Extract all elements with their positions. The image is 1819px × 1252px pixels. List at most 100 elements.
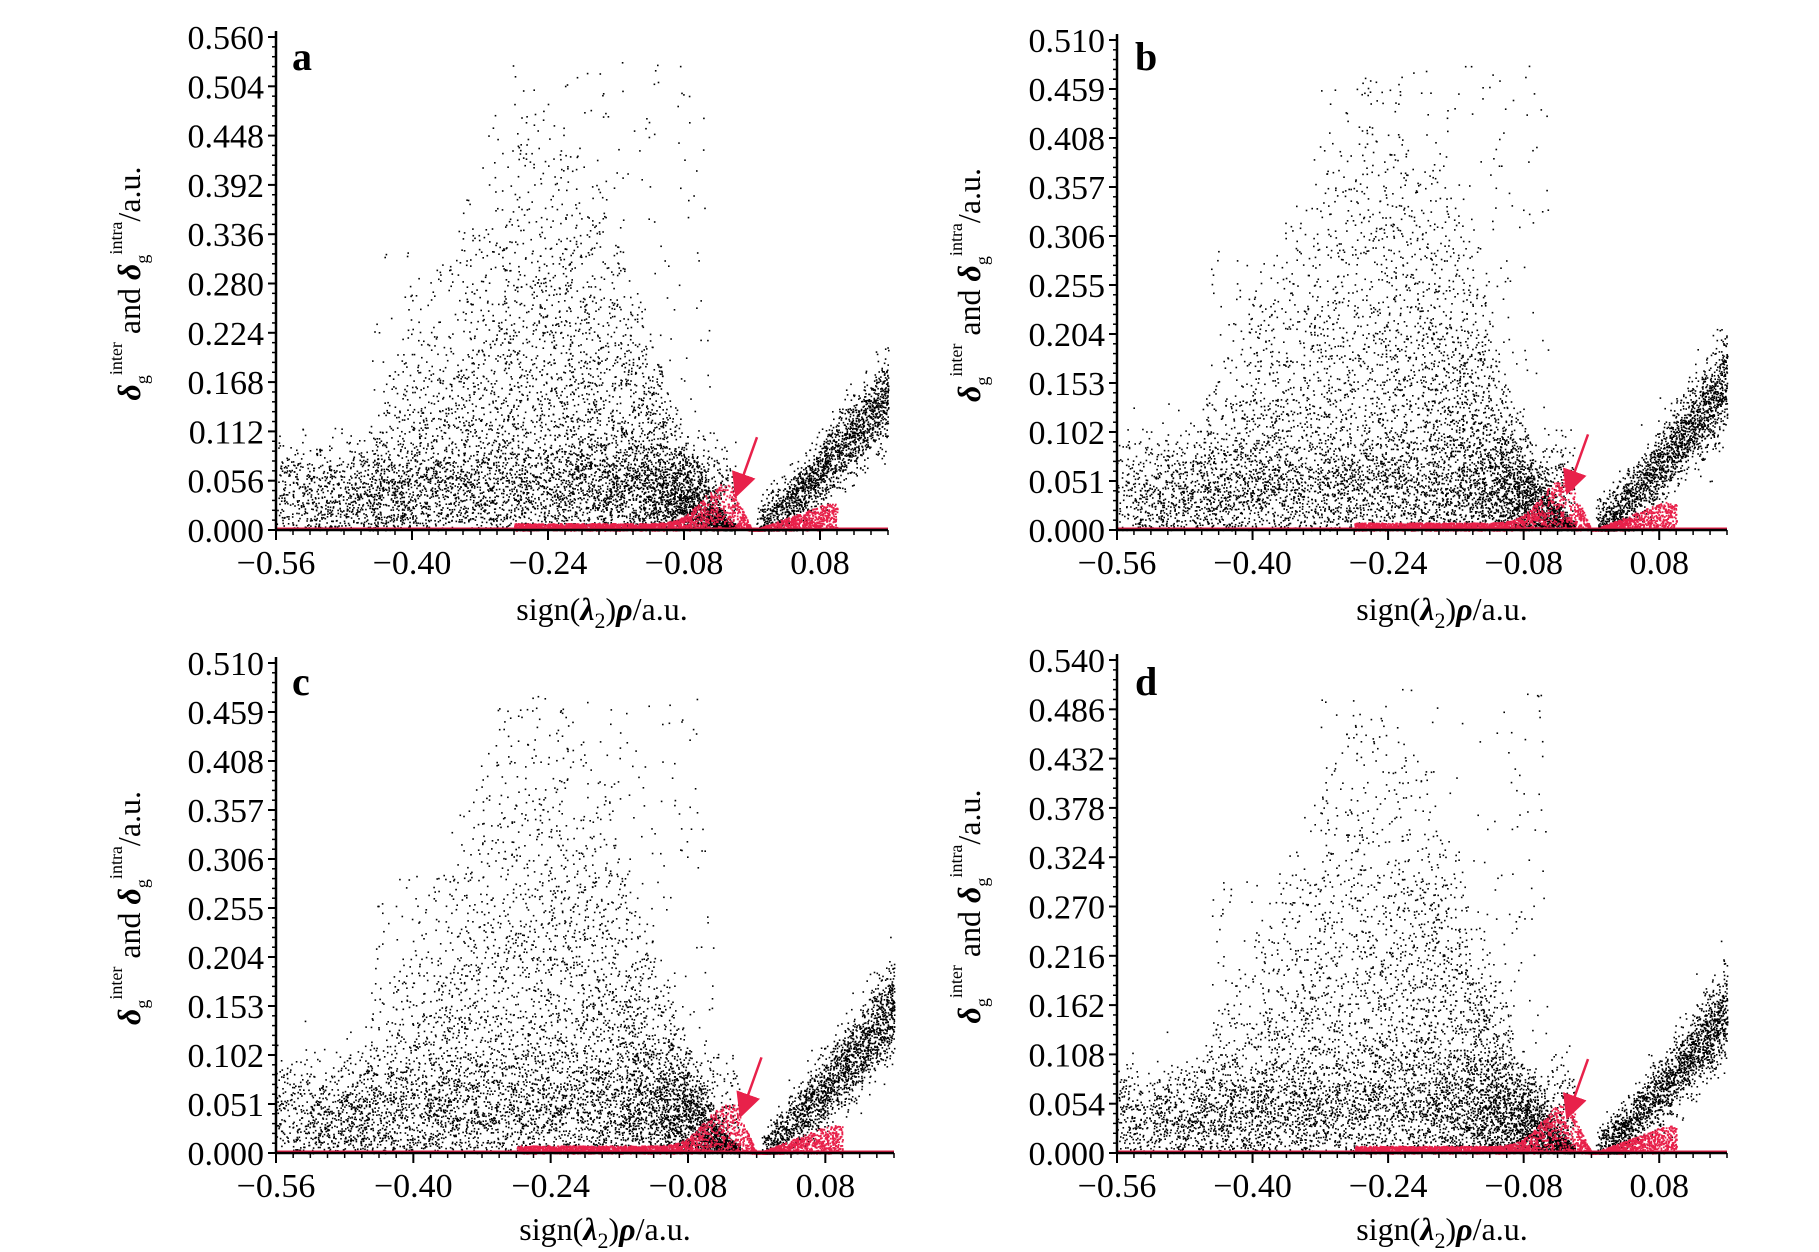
- scatter-point: [597, 160, 599, 162]
- scatter-point: [416, 488, 418, 490]
- scatter-point: [397, 482, 399, 484]
- scatter-point: [446, 515, 448, 517]
- scatter-point: [717, 469, 719, 471]
- scatter-point: [513, 211, 515, 213]
- scatter-point: [664, 434, 666, 436]
- scatter-point: [848, 419, 850, 421]
- scatter-point: [832, 459, 834, 461]
- scatter-point: [571, 519, 573, 521]
- scatter-point: [647, 452, 649, 454]
- scatter-point: [547, 373, 549, 375]
- scatter-point: [526, 494, 528, 496]
- scatter-point: [316, 518, 318, 520]
- scatter-point: [611, 336, 613, 338]
- scatter-point: [383, 504, 385, 506]
- scatter-point: [467, 472, 469, 474]
- scatter-point: [675, 478, 677, 480]
- scatter-point: [765, 511, 767, 513]
- scatter-point: [645, 517, 647, 519]
- scatter-point: [850, 414, 852, 416]
- scatter-point: [364, 476, 366, 478]
- scatter-point: [816, 496, 818, 498]
- scatter-point: [715, 481, 717, 483]
- scatter-point: [330, 493, 332, 495]
- scatter-point: [638, 359, 640, 361]
- scatter-point: [407, 451, 409, 453]
- scatter-point: [476, 469, 478, 471]
- scatter-point: [564, 487, 566, 489]
- scatter-point: [419, 436, 421, 438]
- scatter-point: [564, 486, 566, 488]
- scatter-point: [495, 503, 497, 505]
- scatter-point: [365, 461, 367, 463]
- scatter-point: [723, 484, 725, 486]
- scatter-point: [439, 505, 441, 507]
- scatter-point: [654, 221, 656, 223]
- scatter-point: [286, 458, 288, 460]
- scatter-point: [532, 253, 534, 255]
- scatter-point: [578, 492, 580, 494]
- scatter-point: [648, 391, 650, 393]
- scatter-point: [460, 378, 462, 380]
- scatter-point: [476, 354, 478, 356]
- scatter-point: [506, 247, 508, 249]
- scatter-point: [882, 422, 884, 424]
- scatter-point: [473, 500, 475, 502]
- scatter-point: [465, 293, 467, 295]
- scatter-point: [502, 504, 504, 506]
- scatter-point: [705, 477, 707, 479]
- scatter-point: [572, 477, 574, 479]
- scatter-point: [540, 437, 542, 439]
- scatter-point: [832, 469, 834, 471]
- scatter-point: [502, 521, 504, 523]
- scatter-point: [557, 508, 559, 510]
- scatter-point: [312, 509, 314, 511]
- scatter-point: [358, 507, 360, 509]
- scatter-point: [489, 425, 491, 427]
- scatter-point: [689, 122, 691, 124]
- scatter-point: [523, 326, 525, 328]
- scatter-point: [526, 378, 528, 380]
- scatter-point: [440, 380, 442, 382]
- scatter-point: [521, 375, 523, 377]
- scatter-point: [849, 412, 851, 414]
- scatter-point: [551, 364, 553, 366]
- scatter-point: [835, 450, 837, 452]
- scatter-point: [345, 525, 347, 527]
- scatter-point: [352, 505, 354, 507]
- scatter-point: [531, 359, 533, 361]
- scatter-point: [321, 490, 323, 492]
- scatter-point: [480, 466, 482, 468]
- scatter-point: [508, 349, 510, 351]
- scatter-point: [564, 501, 566, 503]
- scatter-point: [665, 455, 667, 457]
- scatter-point: [644, 393, 646, 395]
- scatter-point: [372, 488, 374, 490]
- scatter-point: [532, 364, 534, 366]
- scatter-point: [562, 253, 564, 255]
- scatter-point: [644, 309, 646, 311]
- scatter-point: [531, 308, 533, 310]
- scatter-point: [838, 461, 840, 463]
- scatter-point: [353, 520, 355, 522]
- scatter-point: [466, 420, 468, 422]
- scatter-point: [562, 493, 564, 495]
- scatter-point: [476, 484, 478, 486]
- scatter-point: [373, 462, 375, 464]
- scatter-point: [327, 516, 329, 518]
- scatter-point: [676, 439, 678, 441]
- scatter-point: [316, 520, 318, 522]
- scatter-point: [625, 454, 627, 456]
- scatter-point: [847, 411, 849, 413]
- scatter-point: [437, 460, 439, 462]
- scatter-point: [567, 168, 569, 170]
- scatter-point: [467, 436, 469, 438]
- scatter-point: [492, 315, 494, 317]
- scatter-point: [536, 367, 538, 369]
- scatter-point: [659, 370, 661, 372]
- scatter-point: [330, 474, 332, 476]
- scatter-point: [346, 514, 348, 516]
- scatter-point: [771, 500, 773, 502]
- scatter-point: [669, 481, 671, 483]
- scatter-point: [513, 466, 515, 468]
